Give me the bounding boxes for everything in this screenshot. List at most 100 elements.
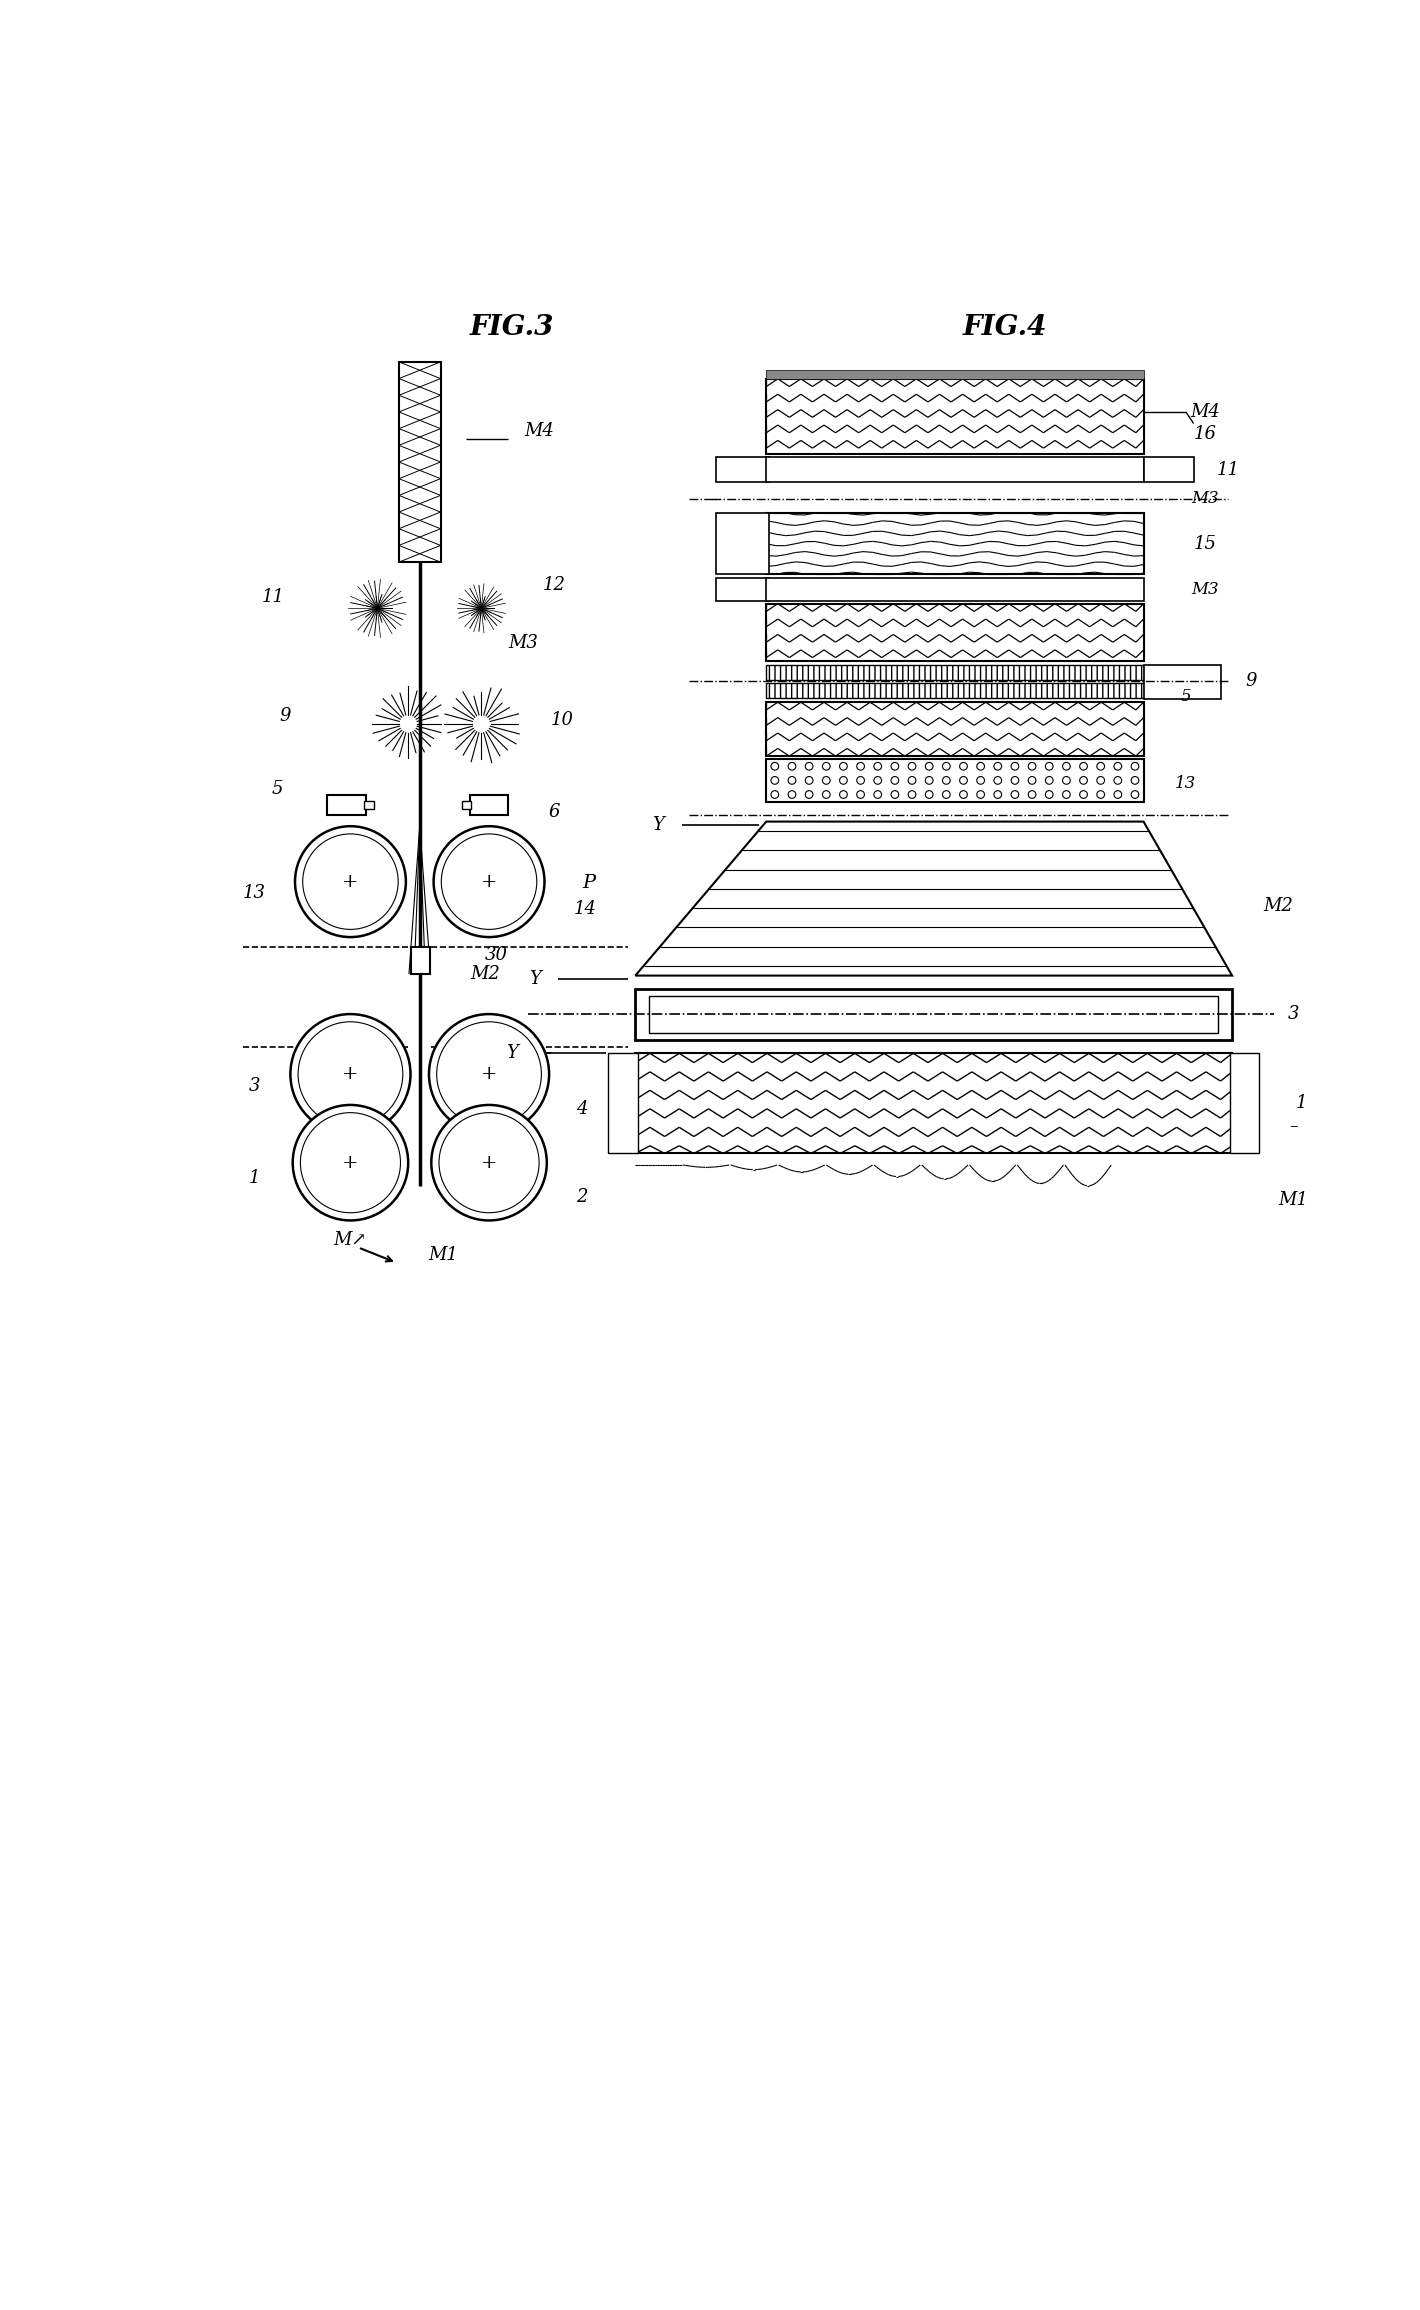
Bar (635, 989, 1233, 1040)
Circle shape (890, 776, 899, 783)
Text: 3: 3 (1288, 1005, 1299, 1023)
Text: 9: 9 (1245, 672, 1257, 691)
Circle shape (1079, 762, 1088, 769)
Circle shape (873, 776, 882, 783)
Circle shape (433, 827, 544, 938)
Circle shape (977, 762, 984, 769)
Text: 13: 13 (243, 885, 266, 903)
Text: 6: 6 (548, 804, 561, 822)
Text: 11: 11 (261, 587, 285, 605)
Circle shape (1132, 762, 1139, 769)
Text: M3: M3 (508, 633, 538, 651)
Circle shape (1096, 790, 1105, 799)
Text: +: + (481, 1153, 497, 1171)
Text: FIG.3: FIG.3 (470, 314, 554, 342)
Circle shape (839, 790, 848, 799)
Text: M4: M4 (524, 423, 554, 441)
Text: 15: 15 (1194, 534, 1217, 552)
Circle shape (890, 790, 899, 799)
Circle shape (1062, 790, 1071, 799)
Circle shape (856, 776, 865, 783)
Bar (608, 1053, 638, 1153)
Circle shape (839, 776, 848, 783)
Circle shape (1028, 776, 1037, 783)
Text: +: + (342, 1065, 359, 1083)
Bar (716, 513, 768, 575)
Circle shape (822, 776, 831, 783)
Bar (470, 795, 508, 815)
Text: +: + (342, 1153, 359, 1171)
Text: ─: ─ (1291, 1123, 1296, 1132)
Circle shape (1096, 776, 1105, 783)
Bar (635, 1053, 1233, 1153)
Text: M2: M2 (470, 966, 500, 984)
Text: Y: Y (506, 1044, 518, 1063)
Bar (767, 513, 1143, 575)
Text: Y: Y (530, 970, 541, 989)
Circle shape (994, 790, 1001, 799)
Bar (328, 795, 366, 815)
Circle shape (788, 790, 795, 799)
Bar (410, 947, 430, 975)
Circle shape (788, 776, 795, 783)
Bar (767, 457, 1143, 483)
Circle shape (771, 776, 778, 783)
Circle shape (926, 762, 933, 769)
Circle shape (926, 790, 933, 799)
Circle shape (1045, 776, 1054, 783)
Text: P: P (582, 873, 596, 892)
Text: M4: M4 (1190, 402, 1220, 420)
Circle shape (977, 790, 984, 799)
Bar (365, 802, 373, 808)
Circle shape (1028, 790, 1037, 799)
Bar (716, 457, 768, 483)
Text: 5: 5 (1180, 688, 1191, 705)
Circle shape (805, 790, 814, 799)
Circle shape (1045, 762, 1054, 769)
Circle shape (856, 762, 865, 769)
Circle shape (295, 827, 406, 938)
Circle shape (873, 762, 882, 769)
Text: M3: M3 (1191, 580, 1218, 598)
Circle shape (1011, 790, 1018, 799)
Text: 1: 1 (1295, 1095, 1308, 1113)
Circle shape (909, 776, 916, 783)
Circle shape (1079, 776, 1088, 783)
Circle shape (771, 762, 778, 769)
Circle shape (432, 1104, 547, 1220)
Circle shape (293, 1104, 408, 1220)
Text: M2: M2 (1264, 896, 1294, 915)
Circle shape (771, 790, 778, 799)
Text: 10: 10 (551, 711, 574, 730)
Bar (649, 996, 1218, 1033)
Circle shape (805, 776, 814, 783)
Circle shape (788, 762, 795, 769)
Circle shape (994, 776, 1001, 783)
Circle shape (1132, 776, 1139, 783)
Circle shape (429, 1014, 550, 1134)
Text: 13: 13 (1176, 776, 1197, 792)
Circle shape (1113, 790, 1122, 799)
Bar (767, 665, 1143, 679)
Text: M↗: M↗ (334, 1231, 368, 1250)
Text: 2: 2 (575, 1187, 588, 1206)
Bar (767, 379, 1143, 455)
Bar (1230, 1053, 1260, 1153)
Circle shape (856, 790, 865, 799)
Circle shape (1011, 776, 1018, 783)
Text: 16: 16 (1194, 425, 1217, 444)
Text: +: + (342, 873, 359, 892)
Circle shape (943, 790, 950, 799)
Circle shape (1113, 762, 1122, 769)
Circle shape (890, 762, 899, 769)
Bar (716, 578, 768, 601)
Circle shape (1079, 790, 1088, 799)
Circle shape (291, 1014, 410, 1134)
Bar (767, 578, 1143, 601)
Circle shape (1028, 762, 1037, 769)
Text: 3: 3 (248, 1076, 260, 1095)
Circle shape (960, 776, 967, 783)
Bar (767, 702, 1143, 755)
Circle shape (822, 790, 831, 799)
Bar (767, 760, 1143, 802)
